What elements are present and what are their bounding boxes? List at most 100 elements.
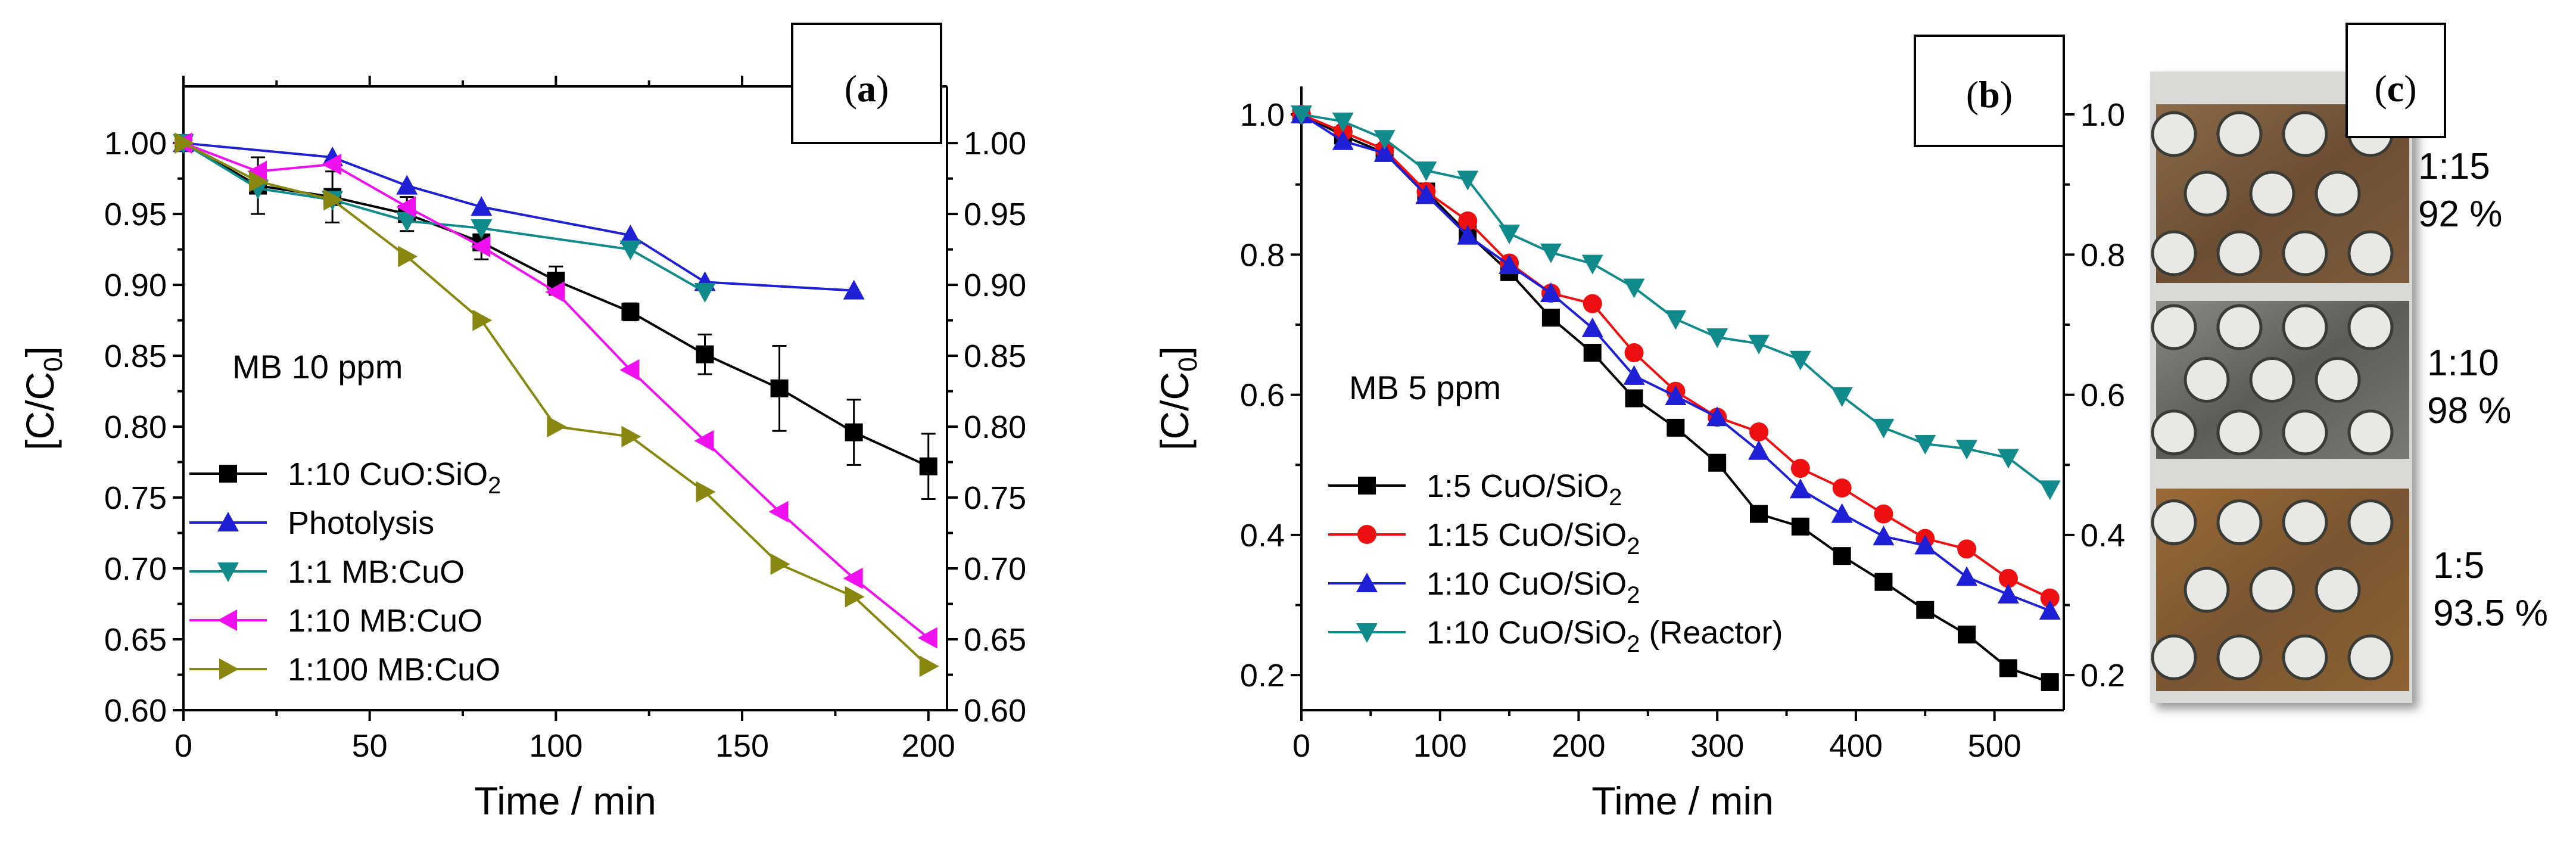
perforation-hole (2216, 634, 2263, 680)
panel-b-chart: 0 100 200 300 400 500 0.2 0.2 0.4 0.4 0.6 0.6 0.8 0.8… (1152, 35, 2125, 823)
legend-label-0: 1:10 CuO:SiO2 (288, 456, 501, 499)
x-tick-label: 400 (1829, 728, 1883, 764)
right-tick-label: 0.65 (964, 622, 1026, 658)
panel-b-label-box (1914, 35, 2065, 147)
data-point-3 (1831, 387, 1853, 407)
legend-marker-0 (219, 465, 237, 483)
y-tick-label: 0.70 (104, 551, 167, 587)
y-tick-label: 0.2 (1240, 658, 1285, 694)
x-tick-label: 300 (1690, 728, 1744, 764)
data-point-3 (1706, 328, 1728, 349)
data-point-2 (1665, 385, 1687, 405)
perforation-hole (2151, 304, 2197, 350)
right-tick-label: 0.60 (964, 693, 1026, 729)
data-point-1 (1458, 211, 1478, 231)
data-point-1 (471, 196, 493, 216)
sample-1-5-ratio: 1:5 (2433, 545, 2484, 586)
legend-label-2: 1:10 CuO/SiO2 (1426, 566, 1640, 608)
y-tick-label: 1.0 (1240, 97, 1285, 133)
data-point-3 (843, 567, 863, 589)
perforation-hole (2315, 170, 2361, 217)
panel-c-photo: (c) 1:15 92 % 1:10 98 % 1:5 93.5 % (2150, 23, 2548, 703)
data-point-3 (1789, 350, 1811, 371)
right-tick-label: 0.2 (2080, 658, 2125, 694)
data-point-0 (1667, 418, 1685, 437)
data-point-0 (1833, 547, 1851, 565)
sample-1-15-percent: 92 % (2418, 194, 2502, 235)
data-point-0 (1916, 601, 1935, 619)
data-point-3 (1623, 278, 1645, 298)
perforation-hole (2282, 230, 2328, 276)
data-point-0 (696, 345, 714, 363)
x-tick-label: 0 (1292, 728, 1310, 764)
data-point-3 (1332, 112, 1354, 132)
right-tick-label: 1.00 (964, 126, 1026, 161)
data-point-0 (1874, 573, 1893, 591)
sample-1-10-percent: 98 % (2427, 390, 2511, 431)
perforation-hole (2347, 304, 2394, 350)
perforation-hole (2282, 499, 2328, 546)
y-tick-label: 0.8 (1240, 237, 1285, 273)
data-point-0 (845, 423, 863, 441)
data-point-1 (1749, 422, 1768, 441)
panel-c-label-box (2346, 23, 2446, 138)
y-axis-title: [C/C0] (18, 346, 68, 450)
data-point-3 (247, 160, 267, 182)
panel-c-label: (c) (2374, 67, 2416, 110)
data-point-1 (1874, 504, 1893, 524)
data-point-1 (1832, 478, 1852, 498)
x-tick-label: 50 (352, 728, 388, 764)
legend-label-0: 1:5 CuO/SiO2 (1426, 468, 1622, 511)
perforation-hole (2347, 634, 2394, 680)
legend-marker-1 (217, 512, 239, 531)
perforation-hole (2282, 409, 2328, 456)
data-point-4 (919, 655, 939, 677)
data-point-1 (1998, 568, 2018, 588)
perforation-hole (2151, 230, 2197, 276)
x-tick-label: 100 (1413, 728, 1467, 764)
data-point-2 (1873, 525, 1895, 546)
data-point-2 (1373, 142, 1396, 162)
sample-1-15-ratio: 1:15 (2418, 146, 2490, 187)
data-point-4 (696, 481, 716, 503)
data-point-0 (919, 457, 937, 475)
data-point-1 (1957, 539, 1977, 559)
perforation-hole (2183, 357, 2230, 403)
x-tick-label: 200 (902, 728, 955, 764)
legend-label-4: 1:100 MB:CuO (288, 652, 500, 688)
data-point-1 (1583, 294, 1602, 313)
legend-label-3: 1:10 CuO/SiO2 (Reactor) (1426, 615, 1783, 657)
data-point-2 (471, 219, 493, 239)
data-point-3 (1748, 334, 1770, 355)
legend-marker-4 (219, 658, 239, 680)
data-point-3 (396, 196, 416, 218)
panel-a-label: (a) (845, 67, 889, 110)
perforation-hole (2216, 499, 2263, 546)
perforation-hole (2282, 304, 2328, 350)
data-point-0 (1791, 517, 1809, 536)
data-point-4 (845, 586, 865, 608)
data-point-2 (1831, 503, 1853, 523)
sample-1-10-ratio: 1:10 (2427, 343, 2499, 384)
data-point-0 (1541, 309, 1560, 327)
data-point-4 (472, 309, 493, 331)
data-point-2 (1748, 440, 1770, 460)
data-point-4 (547, 416, 567, 438)
data-point-3 (1956, 440, 1978, 460)
data-point-0 (1708, 453, 1727, 472)
right-tick-label: 0.6 (2080, 378, 2125, 413)
data-point-3 (694, 430, 714, 452)
legend-marker-3 (1356, 623, 1378, 643)
perforation-hole (2151, 409, 2197, 456)
panel-a-annotation: MB 10 ppm (232, 348, 403, 385)
data-point-2 (694, 283, 716, 303)
right-tick-label: 0.85 (964, 338, 1026, 374)
x-tick-label: 150 (715, 728, 769, 764)
legend-marker-0 (1358, 477, 1376, 495)
data-point-0 (1999, 659, 2017, 677)
panel-a-label-box (791, 23, 942, 144)
perforation-hole (2216, 111, 2263, 157)
data-point-3 (1581, 254, 1603, 275)
